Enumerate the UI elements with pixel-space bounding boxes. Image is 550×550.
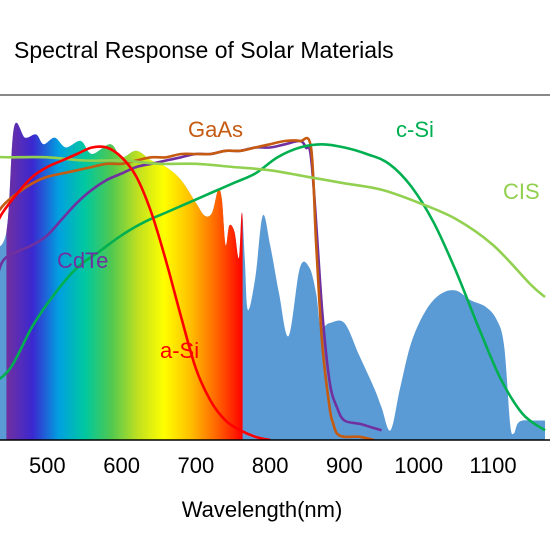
series-labels: CdTe GaAs c-Si CIS a-Si	[57, 117, 540, 363]
series-label-a-si: a-Si	[160, 338, 199, 363]
x-tick-labels: 40050060070080090010001100	[29, 453, 517, 478]
series-label-c-si: c-Si	[396, 117, 434, 142]
series-line-gaas	[0, 136, 375, 440]
x-tick-label: 700	[178, 453, 215, 478]
x-tick-label: 1100	[469, 453, 516, 478]
series-line-cdte	[0, 139, 382, 432]
plot-area	[0, 122, 546, 440]
visible-spectrum-band	[6, 122, 243, 440]
series-line-a-si	[0, 145, 271, 440]
x-axis-title: Wavelength(nm)	[182, 497, 343, 522]
x-tick-label: 800	[252, 453, 289, 478]
series-label-gaas: GaAs	[188, 117, 243, 142]
x-tick-label: 1000	[394, 453, 443, 478]
chart-title: Spectral Response of Solar Materials	[14, 37, 394, 63]
x-tick-label: 600	[103, 453, 140, 478]
series-label-cdte: CdTe	[57, 248, 108, 273]
x-tick-label: 900	[326, 453, 363, 478]
series-line-cis	[0, 155, 546, 298]
series-line-c-si	[0, 143, 546, 432]
series-label-cis: CIS	[503, 179, 540, 204]
x-tick-label: 500	[29, 453, 66, 478]
series-layer	[0, 136, 546, 440]
